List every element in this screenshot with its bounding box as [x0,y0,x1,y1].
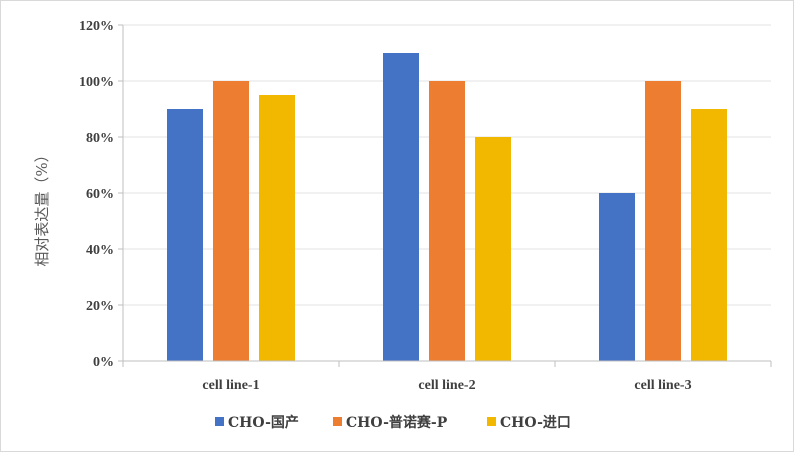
legend-label: CHO-进口 [500,415,571,431]
bar [691,109,727,361]
legend-swatch [215,417,224,426]
x-tick-label: cell line-3 [634,378,691,393]
bar [259,95,295,361]
y-axis-title: 相对表达量（%） [33,147,51,266]
legend-swatch [333,417,342,426]
bar [475,137,511,361]
y-tick-label: 40% [86,243,114,258]
legend-swatch [487,417,496,426]
x-tick-label: cell line-2 [418,378,475,393]
x-tick-labels: cell line-1 cell line-2 cell line-3 [202,378,691,393]
legend-label: CHO-普诺赛-P [346,414,448,431]
y-tick-label: 80% [86,131,114,146]
bar [429,81,465,361]
bars [167,53,727,361]
axes [122,25,771,362]
x-tick-label: cell line-1 [202,378,259,393]
y-tick-label: 120% [79,19,114,34]
bar [383,53,419,361]
y-tick-label: 20% [86,299,114,314]
bar [599,193,635,361]
bar [167,109,203,361]
legend-label: CHO-国产 [228,414,299,431]
bar [213,81,249,361]
y-tick-labels: 0% 20% 40% 60% 80% 100% 120% [79,19,114,370]
legend: CHO-国产 CHO-普诺赛-P CHO-进口 [215,414,571,431]
bar [645,81,681,361]
y-tick-label: 60% [86,187,114,202]
y-tick-label: 0% [93,355,114,370]
y-tick-label: 100% [79,75,114,90]
